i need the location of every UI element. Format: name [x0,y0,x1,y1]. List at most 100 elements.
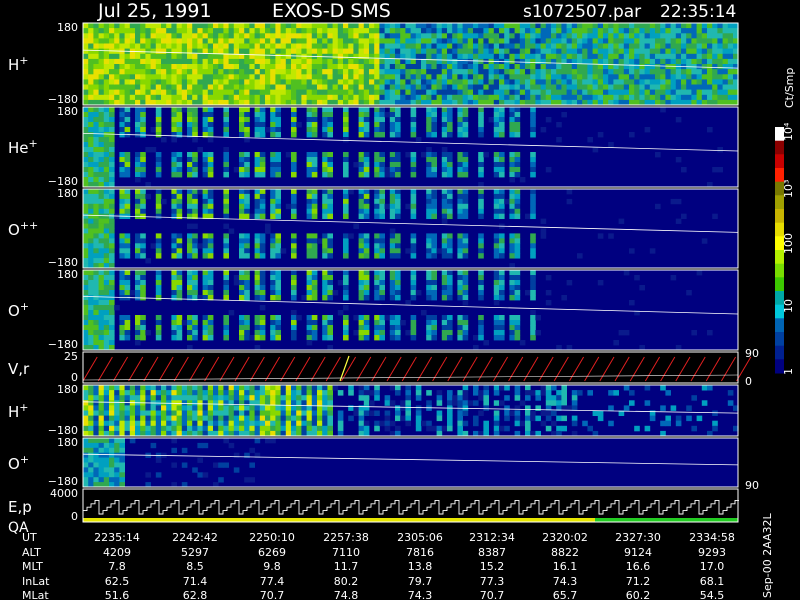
heatmap-cell [88,482,94,488]
heatmap-cell [696,53,703,60]
heatmap-cell [670,43,677,50]
heatmap-cell [228,23,235,29]
heatmap-cell [499,198,505,205]
heatmap-cell [254,89,261,96]
heatmap-cell [114,28,120,34]
heatmap-cell [109,23,115,29]
heatmap-cell [441,248,448,254]
heatmap-cell [280,28,287,34]
heatmap-cell [660,53,666,60]
heatmap-cell [358,99,365,106]
heatmap-cell [665,99,671,106]
heatmap-cell [379,162,385,168]
ep-qa-panel [82,489,739,522]
heatmap-cell [155,172,162,178]
panel-frame [82,437,739,488]
heatmap-cell [660,28,666,34]
heatmap-cell [88,258,94,264]
heatmap-cell [384,172,391,178]
heatmap-cell [155,390,162,396]
heatmap-cell [249,38,255,44]
heatmap-cell [457,127,463,133]
heatmap-cell [109,147,115,153]
heatmap-cell [592,23,599,29]
heatmap-cell [358,285,365,291]
heatmap-cell [337,280,344,286]
heatmap-cell [103,198,110,205]
heatmap-cell [83,23,89,29]
heatmap-cell [88,94,94,101]
heatmap-cell [457,117,463,123]
heatmap-cell [343,137,349,143]
heatmap-cell [197,425,203,432]
heatmap-cell [83,107,89,113]
heatmap-cell [348,23,354,29]
heatmap-cell [389,48,396,55]
heatmap-cell [265,94,271,101]
heatmap-cell [561,23,567,29]
heatmap-cell [181,107,188,113]
heatmap-cell [83,94,89,101]
heatmap-cell [88,335,94,341]
heatmap-cell [83,305,89,311]
heatmap-cell [405,395,411,401]
heatmap-cell [88,48,94,55]
heatmap-cell [88,89,94,96]
heatmap-cell [733,38,739,44]
heatmap-cell [405,400,411,406]
heatmap-cell [270,335,276,341]
heatmap-cell [441,112,448,118]
heatmap-cell [124,203,131,210]
heatmap-cell [457,320,463,326]
heatmap-cell [275,330,281,336]
heatmap-cell [415,53,422,60]
heatmap-cell [410,290,417,296]
heatmap-cell [348,189,354,195]
heatmap-cell [254,117,261,123]
heatmap-cell [218,385,224,391]
heatmap-cell [135,43,141,50]
heatmap-cell [514,420,521,427]
heatmap-cell [337,390,344,396]
heatmap-cell [493,48,500,55]
heatmap-cell [337,94,344,101]
heatmap-cell [93,84,99,91]
colorbar-swatch [775,154,784,169]
heatmap-cell [301,84,307,91]
heatmap-cell [592,79,599,85]
heatmap-cell [681,53,687,60]
heatmap-cell [83,79,89,85]
heatmap-cell [88,28,94,34]
heatmap-cell [213,38,219,44]
heatmap-cell [447,280,453,286]
heatmap-cell [441,285,448,291]
heatmap-cell [717,94,723,101]
heatmap-cell [145,28,151,34]
heatmap-cell [317,23,323,29]
heatmap-cell [639,28,645,34]
heatmap-cell [384,64,391,70]
heatmap-cell [93,89,99,96]
heatmap-cell [176,193,183,200]
heatmap-cell [457,425,463,432]
heatmap-cell [478,28,484,34]
heatmap-cell [213,84,219,91]
heatmap-cell [665,23,671,29]
heatmap-cell [530,117,536,123]
heatmap-cell [291,84,297,91]
heatmap-cell [603,48,609,55]
heatmap-cell [207,112,214,118]
heatmap-cell [93,275,99,281]
heatmap-cell [530,89,536,96]
heatmap-cell [691,89,697,96]
heatmap-cell [478,198,484,205]
heatmap-cell [233,167,240,173]
heatmap-cell [114,410,120,416]
heatmap-cell [629,33,635,39]
heatmap-cell [119,438,125,444]
heatmap-cell [639,38,645,44]
heatmap-cell [436,23,443,29]
heatmap-cell [187,193,193,200]
heatmap-cell [525,58,531,65]
heatmap-cell [291,117,297,123]
